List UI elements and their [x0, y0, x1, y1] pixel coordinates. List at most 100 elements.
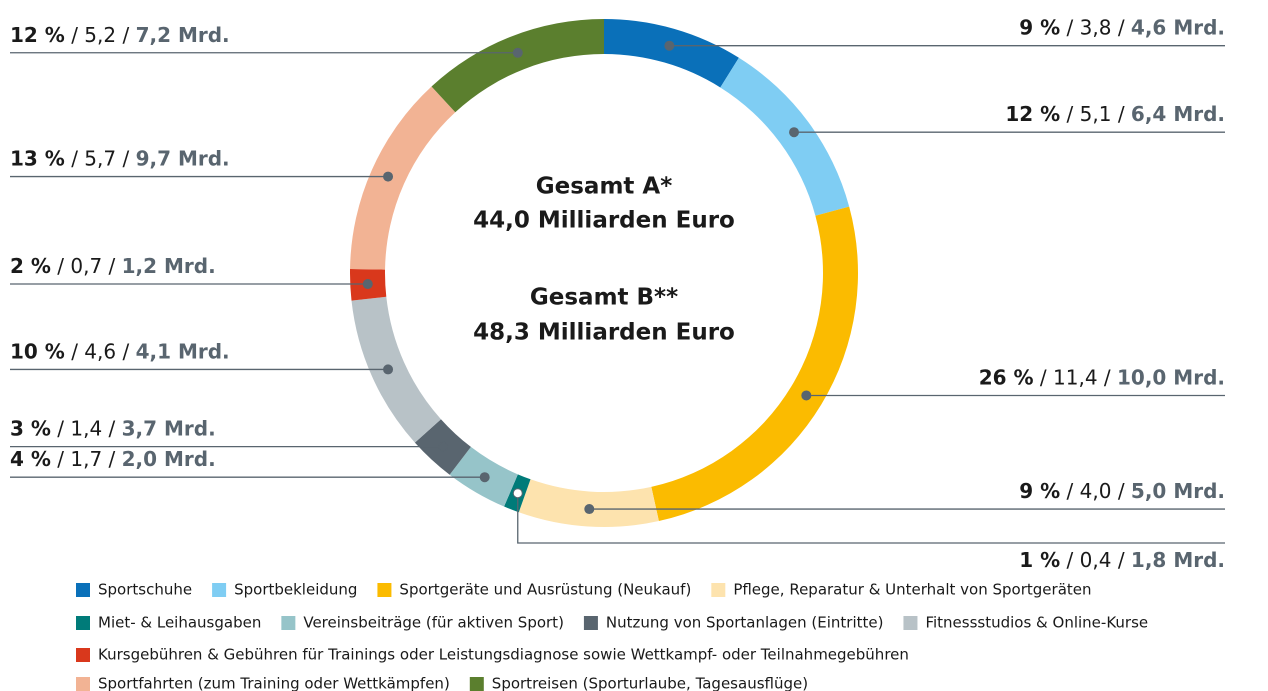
label-sep: /	[1111, 102, 1130, 126]
label-amount-a: 5,2	[84, 22, 116, 46]
label-sep: /	[1060, 15, 1079, 39]
legend-swatch	[212, 583, 227, 597]
label-amount-b: 4,1 Mrd.	[136, 339, 230, 363]
data-label: 13 % / 5,7 / 9,7 Mrd.	[10, 146, 230, 170]
label-sep: /	[65, 339, 84, 363]
label-amount-a: 5,7	[84, 146, 116, 170]
legend-label: Sportfahrten (zum Training oder Wettkämp…	[98, 675, 450, 691]
label-percent: 9 %	[1019, 479, 1060, 503]
data-label: 9 % / 4,0 / 5,0 Mrd.	[1019, 479, 1225, 503]
label-sep: /	[1060, 102, 1079, 126]
label-sep: /	[51, 416, 70, 440]
legend-label: Sportreisen (Sporturlaube, Tagesausflüge…	[492, 675, 808, 691]
label-sep: /	[102, 416, 121, 440]
label-amount-a: 4,0	[1080, 479, 1112, 503]
legend-label: Pflege, Reparatur & Unterhalt von Sportg…	[733, 581, 1091, 599]
legend-label: Fitnessstudios & Online-Kurse	[925, 614, 1148, 632]
label-sep: /	[102, 254, 121, 278]
center-text: Gesamt B**	[530, 285, 678, 311]
label-amount-a: 11,4	[1053, 365, 1098, 389]
legend-label: Nutzung von Sportanlagen (Eintritte)	[606, 614, 884, 632]
leader-line	[517, 493, 1225, 544]
donut-slice	[651, 206, 858, 522]
label-amount-a: 1,7	[70, 447, 102, 471]
label-percent: 2 %	[10, 254, 51, 278]
label-sep: /	[102, 447, 121, 471]
label-amount-b: 5,0 Mrd.	[1131, 479, 1225, 503]
label-amount-a: 0,7	[70, 254, 102, 278]
label-percent: 26 %	[979, 365, 1034, 389]
label-percent: 4 %	[10, 447, 51, 471]
legend-swatch	[76, 677, 90, 691]
leader-dot	[664, 40, 675, 51]
legend-label: Kursgebühren & Gebühren für Trainings od…	[98, 646, 909, 664]
label-percent: 9 %	[1019, 15, 1060, 39]
leader-dot	[512, 488, 523, 499]
center-text: 48,3 Milliarden Euro	[473, 320, 735, 346]
leader-dot	[801, 390, 812, 401]
label-percent: 10 %	[10, 339, 65, 363]
label-sep: /	[1060, 479, 1079, 503]
label-amount-a: 3,8	[1080, 15, 1112, 39]
leader-dot	[383, 171, 394, 182]
legend-label: Sportbekleidung	[234, 581, 357, 599]
leader-dot	[438, 441, 449, 452]
label-sep: /	[65, 146, 84, 170]
legend-label: Vereinsbeiträge (für aktiven Sport)	[303, 614, 564, 632]
data-label: 4 % / 1,7 / 2,0 Mrd.	[10, 447, 216, 471]
donut-slice	[604, 19, 739, 88]
center-text: 44,0 Milliarden Euro	[473, 208, 735, 234]
legend-swatch	[76, 648, 90, 662]
data-label: 26 % / 11,4 / 10,0 Mrd.	[979, 365, 1225, 389]
label-sep: /	[51, 447, 70, 471]
label-percent: 3 %	[10, 416, 51, 440]
label-percent: 12 %	[10, 22, 65, 46]
label-amount-b: 4,6 Mrd.	[1131, 15, 1225, 39]
legend-swatch	[76, 583, 90, 597]
label-amount-a: 4,6	[84, 339, 116, 363]
leader-dot	[479, 472, 490, 483]
donut-slice	[351, 296, 441, 443]
data-label: 9 % / 3,8 / 4,6 Mrd.	[1019, 15, 1225, 39]
label-sep: /	[1111, 479, 1130, 503]
center-text: Gesamt A*	[536, 174, 672, 200]
donut-slice	[431, 19, 604, 113]
label-amount-b: 2,0 Mrd.	[122, 447, 216, 471]
label-amount-a: 5,1	[1080, 102, 1112, 126]
donut-slice	[720, 57, 850, 216]
legend-label: Sportschuhe	[98, 581, 192, 599]
legend-swatch	[711, 583, 726, 597]
legend-swatch	[281, 616, 296, 630]
label-sep: /	[1034, 365, 1053, 389]
donut-slice	[350, 86, 456, 270]
leader-dot	[362, 279, 373, 290]
label-percent: 12 %	[1005, 102, 1060, 126]
label-amount-b: 9,7 Mrd.	[136, 146, 230, 170]
legend-label: Sportgeräte und Ausrüstung (Neukauf)	[399, 581, 691, 599]
label-sep: /	[1060, 548, 1079, 572]
data-label: 1 % / 0,4 / 1,8 Mrd.	[1019, 548, 1225, 572]
data-label: 10 % / 4,6 / 4,1 Mrd.	[10, 339, 230, 363]
legend-swatch	[469, 677, 484, 691]
label-sep: /	[51, 254, 70, 278]
label-sep: /	[1111, 548, 1130, 572]
data-label: 2 % / 0,7 / 1,2 Mrd.	[10, 254, 216, 278]
legend-swatch	[583, 616, 598, 630]
label-amount-b: 1,2 Mrd.	[122, 254, 216, 278]
leader-dot	[789, 127, 800, 138]
label-amount-b: 6,4 Mrd.	[1131, 102, 1225, 126]
label-sep: /	[1098, 365, 1117, 389]
label-percent: 1 %	[1019, 548, 1060, 572]
label-amount-b: 7,2 Mrd.	[136, 22, 230, 46]
data-label: 3 % / 1,4 / 3,7 Mrd.	[10, 416, 216, 440]
label-amount-b: 3,7 Mrd.	[122, 416, 216, 440]
legend-swatch	[377, 583, 392, 597]
label-amount-a: 1,4	[70, 416, 102, 440]
legend-swatch	[76, 616, 90, 630]
leader-dot	[584, 504, 595, 515]
label-sep: /	[116, 146, 135, 170]
label-sep: /	[116, 22, 135, 46]
legend-label: Miet- & Leihausgaben	[98, 614, 261, 632]
data-label: 12 % / 5,1 / 6,4 Mrd.	[1005, 102, 1225, 126]
